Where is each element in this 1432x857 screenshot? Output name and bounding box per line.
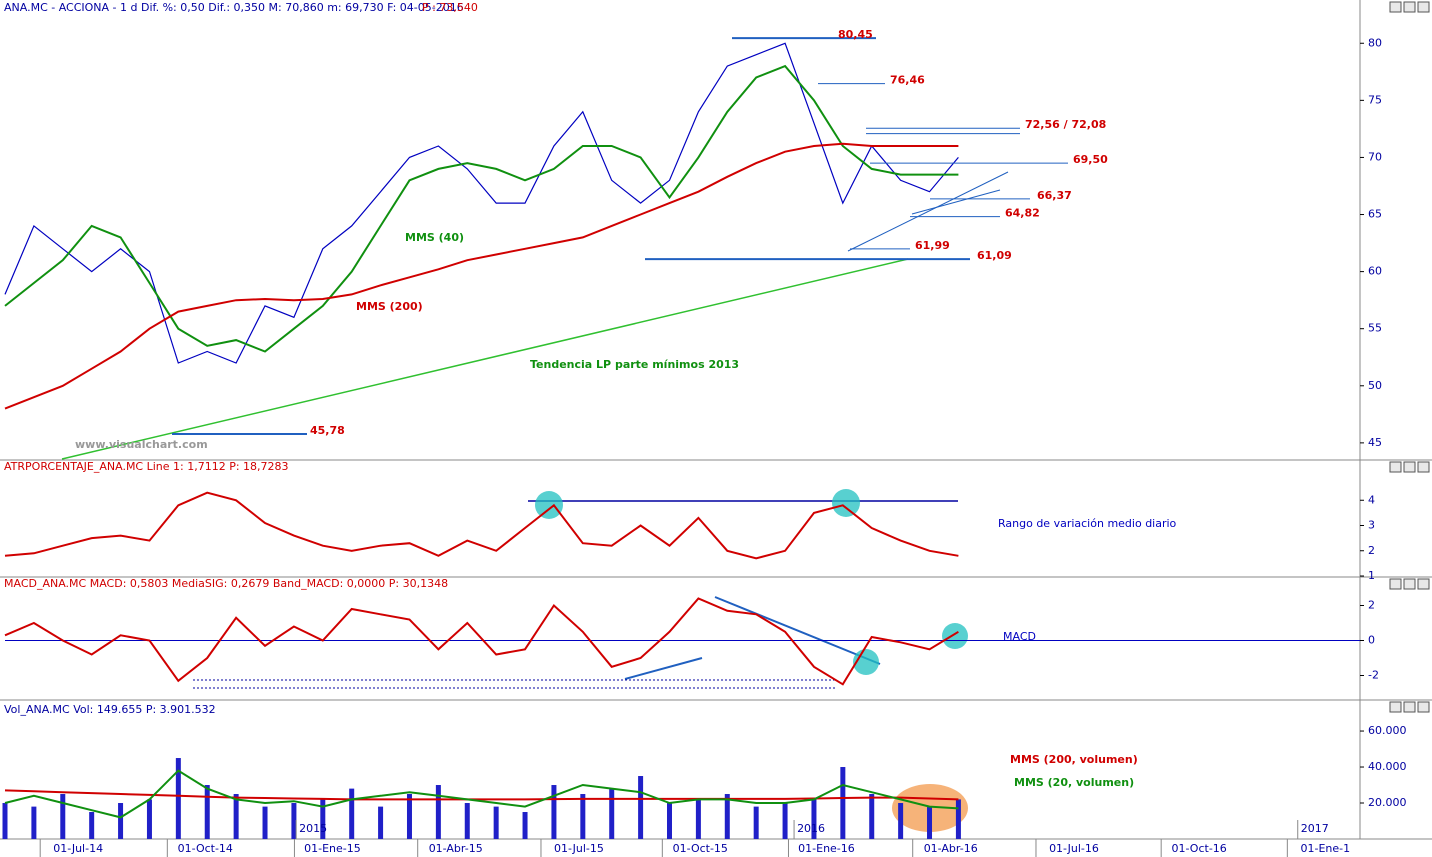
x-tick-label: 01-Ene-15 <box>304 842 361 855</box>
volume-bar <box>493 806 499 839</box>
y-tick-label: 40.000 <box>1368 760 1407 773</box>
series-label: MMS (200) <box>356 300 423 313</box>
volume-bar <box>724 794 730 839</box>
x-tick-label: 01-Ene-1 <box>1301 842 1351 855</box>
x-tick-label: 01-Abr-16 <box>924 842 978 855</box>
level-label: 61,99 <box>915 239 950 252</box>
volume-bar <box>89 812 95 839</box>
volume-bar <box>118 803 124 839</box>
volume-bar <box>464 803 470 839</box>
level-label: 64,82 <box>1005 207 1040 220</box>
trend-lines <box>61 171 1009 832</box>
series-line <box>4 491 959 560</box>
series-line <box>4 789 959 801</box>
panel-title: Vol_ANA.MC Vol: 149.655 P: 3.901.532 <box>4 703 216 716</box>
volume-bar <box>320 799 326 839</box>
y-tick-label: -2 <box>1368 669 1379 682</box>
y-tick-label: 3 <box>1368 519 1375 532</box>
legend-label: MMS (200, volumen) <box>1010 753 1138 766</box>
volume-bar <box>666 803 672 839</box>
level-label: 61,09 <box>977 249 1012 262</box>
window-buttons[interactable] <box>1389 1 1430 713</box>
volume-bar <box>898 803 904 839</box>
x-tick-label: 01-Abr-15 <box>429 842 483 855</box>
volume-bar <box>378 806 384 839</box>
volume-bar <box>753 806 759 839</box>
volume-bar <box>406 794 412 839</box>
x-tick-label: 01-Jul-15 <box>554 842 604 855</box>
x-tick-label: 01-Oct-15 <box>673 842 728 855</box>
level-label: 69,50 <box>1073 153 1108 166</box>
annotation: Rango de variación medio diario <box>998 517 1177 530</box>
volume-bar <box>349 788 355 839</box>
volume-bar <box>522 812 528 839</box>
y-tick-label: 70 <box>1368 150 1382 163</box>
volume-bar <box>31 806 37 839</box>
series-line <box>4 769 959 819</box>
series-line <box>4 142 959 410</box>
y-tick-label: 1 <box>1368 569 1375 582</box>
volume-bar <box>435 785 441 839</box>
series-label: MMS (40) <box>405 231 464 244</box>
legend-label: MMS (20, volumen) <box>1014 776 1134 789</box>
series-line <box>4 597 959 686</box>
volume-bar <box>927 806 933 839</box>
series-line <box>4 64 959 353</box>
y-tick-label: 80 <box>1368 36 1382 49</box>
volume-bar <box>782 803 788 839</box>
price-label: P : 73,540 <box>422 1 478 14</box>
volume-bar <box>60 794 66 839</box>
annotation: MACD <box>1003 630 1036 643</box>
y-tick-label: 45 <box>1368 436 1382 449</box>
annotation: Tendencia LP parte mínimos 2013 <box>530 358 739 371</box>
volume-bar <box>146 799 152 839</box>
x-tick-label: 01-Oct-16 <box>1172 842 1227 855</box>
panel-title: MACD_ANA.MC MACD: 0,5803 MediaSIG: 0,267… <box>4 577 448 590</box>
level-label: 80,45 <box>838 28 873 41</box>
year-label: 2016 <box>797 822 825 835</box>
x-tick-label: 01-Ene-16 <box>798 842 855 855</box>
volume-bar <box>291 803 297 839</box>
y-tick-label: 60 <box>1368 265 1382 278</box>
volume-bar <box>204 785 210 839</box>
volume-bar <box>175 758 181 839</box>
level-label: 45,78 <box>310 424 345 437</box>
y-tick-label: 20.000 <box>1368 796 1407 809</box>
volume-bar <box>580 794 586 839</box>
volume-bar <box>551 785 557 839</box>
y-tick-label: 0 <box>1368 634 1375 647</box>
y-tick-label: 2 <box>1368 544 1375 557</box>
year-label: 2017 <box>1301 822 1329 835</box>
level-label: 66,37 <box>1037 189 1072 202</box>
volume-bar <box>2 803 8 839</box>
level-label: 76,46 <box>890 74 925 87</box>
y-tick-label: 60.000 <box>1368 724 1407 737</box>
watermark: www.visualchart.com <box>75 438 208 451</box>
volume-bar <box>955 799 961 839</box>
y-tick-label: 4 <box>1368 493 1375 506</box>
year-label: 2015 <box>299 822 327 835</box>
y-tick-label: 50 <box>1368 379 1382 392</box>
x-tick-label: 01-Oct-14 <box>178 842 233 855</box>
volume-bar <box>262 806 268 839</box>
x-tick-label: 01-Jul-14 <box>53 842 103 855</box>
volume-bar <box>233 794 239 839</box>
y-tick-label: 55 <box>1368 322 1382 335</box>
y-tick-label: 65 <box>1368 208 1382 221</box>
volume-bar <box>811 799 817 839</box>
volume-bar <box>695 799 701 839</box>
panel-title: ANA.MC - ACCIONA - 1 d Dif. %: 0,50 Dif.… <box>4 1 464 14</box>
x-tick-label: 01-Jul-16 <box>1049 842 1099 855</box>
y-tick-label: 2 <box>1368 599 1375 612</box>
level-label: 72,56 / 72,08 <box>1025 118 1106 131</box>
volume-bar <box>840 767 846 839</box>
volume-bar <box>869 794 875 839</box>
volume-bar <box>638 776 644 839</box>
panel-title: ATRPORCENTAJE_ANA.MC Line 1: 1,7112 P: 1… <box>4 460 289 473</box>
y-tick-label: 75 <box>1368 93 1382 106</box>
volume-bar <box>609 788 615 839</box>
